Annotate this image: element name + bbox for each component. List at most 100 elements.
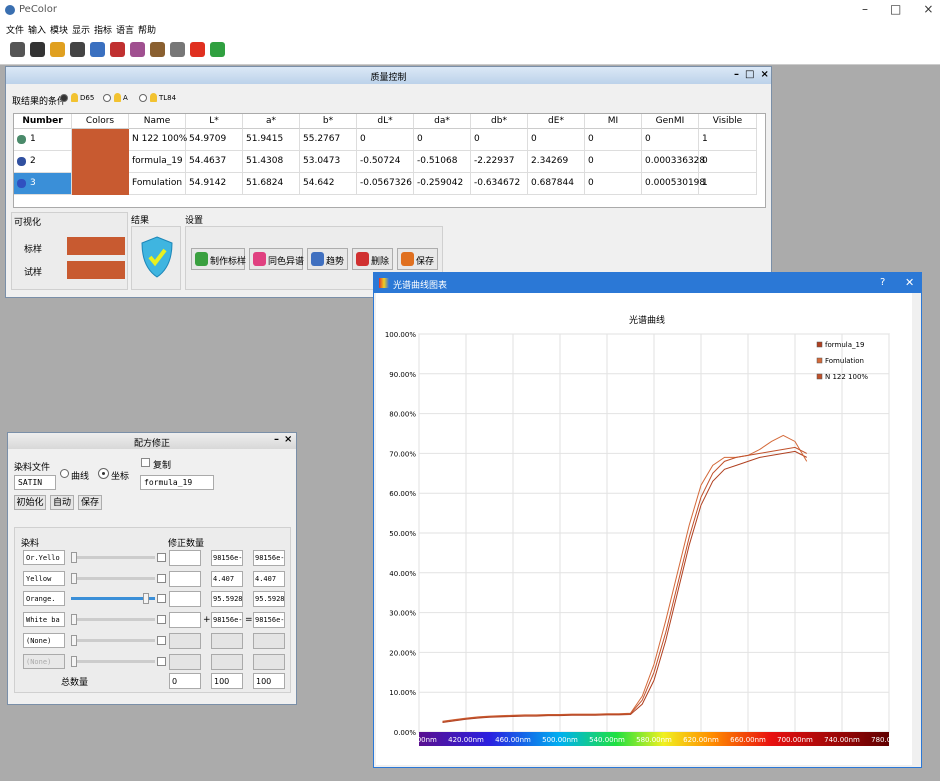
dye-select[interactable]: (None) xyxy=(23,653,65,669)
dye-checkbox[interactable] xyxy=(157,635,166,645)
toolbar-button[interactable] xyxy=(110,42,125,57)
table-cell: 54.9142 xyxy=(186,173,243,195)
dye-value: 98156e-5 xyxy=(253,550,285,566)
chart-title-bar: 光谱曲线图表 ? ✕ xyxy=(374,273,921,293)
color-cell xyxy=(72,173,129,195)
copy-checkbox[interactable] xyxy=(141,458,150,467)
toolbar-button[interactable] xyxy=(50,42,65,57)
menu-item[interactable]: 输入 xyxy=(28,26,47,36)
dye-slider-handle[interactable] xyxy=(71,572,77,584)
formula-title: 配方修正 xyxy=(133,439,170,449)
dye-select[interactable]: White ba xyxy=(23,612,65,628)
illuminant-radio[interactable] xyxy=(103,94,111,102)
table-cell: 0.000530198 xyxy=(642,173,705,195)
dye-value: 98156e-5 xyxy=(253,612,285,629)
settings-button[interactable]: 删除 xyxy=(352,248,393,270)
menu-item[interactable]: 文件 xyxy=(6,26,25,36)
dye-select[interactable]: Or.Yello xyxy=(23,550,65,565)
toolbar xyxy=(0,37,940,65)
dye-checkbox[interactable] xyxy=(157,656,166,666)
x-tick-label: 500.00nm xyxy=(542,736,578,744)
settings-button[interactable]: 同色异谱 xyxy=(249,248,304,270)
qc-controls[interactable]: –□× xyxy=(734,69,775,80)
mode-coord: 坐标 xyxy=(111,472,130,482)
table-cell: 54.642 xyxy=(300,173,357,195)
dye-select[interactable]: Orange. xyxy=(23,591,65,607)
menu-item[interactable]: 指标 xyxy=(94,26,113,36)
formula-title-bar: 配方修正 –× xyxy=(8,433,296,449)
toolbar-button[interactable] xyxy=(210,42,225,57)
table-cell: 54.4637 xyxy=(186,151,243,173)
help-button[interactable]: ? xyxy=(880,277,886,288)
correction-input[interactable] xyxy=(169,612,201,629)
x-tick-label: 380.00nm xyxy=(401,736,437,744)
dye-slider-handle[interactable] xyxy=(71,614,77,626)
illuminant-label: TL84 xyxy=(159,94,177,102)
dye-select[interactable]: (None) xyxy=(23,632,65,648)
dye-checkbox[interactable] xyxy=(157,573,166,583)
series-line xyxy=(442,450,807,723)
radio-curve[interactable] xyxy=(60,469,69,478)
legend-swatch xyxy=(816,357,823,364)
spectrum-bar xyxy=(419,732,889,746)
close-button[interactable]: ✕ xyxy=(905,276,915,289)
formula-input[interactable]: formula_19 xyxy=(140,475,214,490)
correction-input[interactable] xyxy=(169,570,201,587)
settings-button[interactable]: 趋势 xyxy=(307,248,348,270)
menu-item[interactable]: 语言 xyxy=(116,26,135,36)
correction-input[interactable] xyxy=(169,591,201,608)
window-controls[interactable]: –□× xyxy=(862,2,933,16)
title-bar: PeColor –□× xyxy=(0,0,940,20)
toolbar-button[interactable] xyxy=(150,42,165,57)
toolbar-button[interactable] xyxy=(70,42,85,57)
menu-item[interactable]: 帮助 xyxy=(138,26,157,36)
dye-checkbox[interactable] xyxy=(157,615,166,625)
illuminant-radio[interactable] xyxy=(60,94,68,102)
toolbar-button[interactable] xyxy=(130,42,145,57)
menu-item[interactable]: 显示 xyxy=(72,26,91,36)
save-button[interactable]: 保存 xyxy=(78,495,102,510)
toolbar-button[interactable] xyxy=(170,42,185,57)
correction-input[interactable] xyxy=(169,653,201,670)
table-cell: 0.687844 xyxy=(528,173,585,195)
toolbar-button[interactable] xyxy=(30,42,45,57)
dye-select[interactable]: Yellow xyxy=(23,570,65,586)
dye-checkbox[interactable] xyxy=(157,594,166,604)
column-header: Number xyxy=(14,114,72,129)
dye-file-select[interactable]: SATIN xyxy=(14,475,56,490)
formula-controls[interactable]: –× xyxy=(274,434,298,445)
dye-slider-handle[interactable] xyxy=(143,593,149,605)
column-header: L* xyxy=(186,114,243,129)
column-header: b* xyxy=(300,114,357,129)
column-header: dL* xyxy=(357,114,414,129)
table-cell: 51.9415 xyxy=(243,129,300,151)
init-button[interactable]: 初始化 xyxy=(14,495,46,510)
toolbar-button[interactable] xyxy=(90,42,105,57)
radio-coord[interactable] xyxy=(98,468,109,479)
dye-slider-handle[interactable] xyxy=(71,655,77,667)
auto-button[interactable]: 自动 xyxy=(50,495,74,510)
table-cell: 0.000336328 xyxy=(642,151,705,173)
table-cell: 1 xyxy=(699,173,757,195)
correction-input[interactable] xyxy=(169,550,201,566)
dye-value xyxy=(253,632,285,649)
menu-item[interactable]: 模块 xyxy=(50,26,69,36)
correction-input[interactable] xyxy=(169,632,201,649)
dye-slider-handle[interactable] xyxy=(71,552,77,563)
dye-slider-handle[interactable] xyxy=(71,634,77,646)
settings-button[interactable]: 保存 xyxy=(397,248,438,270)
mode-curve: 曲线 xyxy=(71,472,90,482)
dye-slider-track xyxy=(71,638,155,642)
toolbar-button[interactable] xyxy=(10,42,25,57)
toolbar-button[interactable] xyxy=(190,42,205,57)
settings-button[interactable]: 制作标样 xyxy=(191,248,246,270)
illuminant-label: D65 xyxy=(80,94,95,102)
dye-checkbox[interactable] xyxy=(157,553,166,562)
button-icon xyxy=(401,252,414,266)
app-title: PeColor xyxy=(19,4,57,15)
column-header: Name xyxy=(129,114,186,129)
table-cell: 0 xyxy=(585,173,642,195)
illuminant-radio[interactable] xyxy=(139,94,147,102)
result-group xyxy=(131,226,181,290)
